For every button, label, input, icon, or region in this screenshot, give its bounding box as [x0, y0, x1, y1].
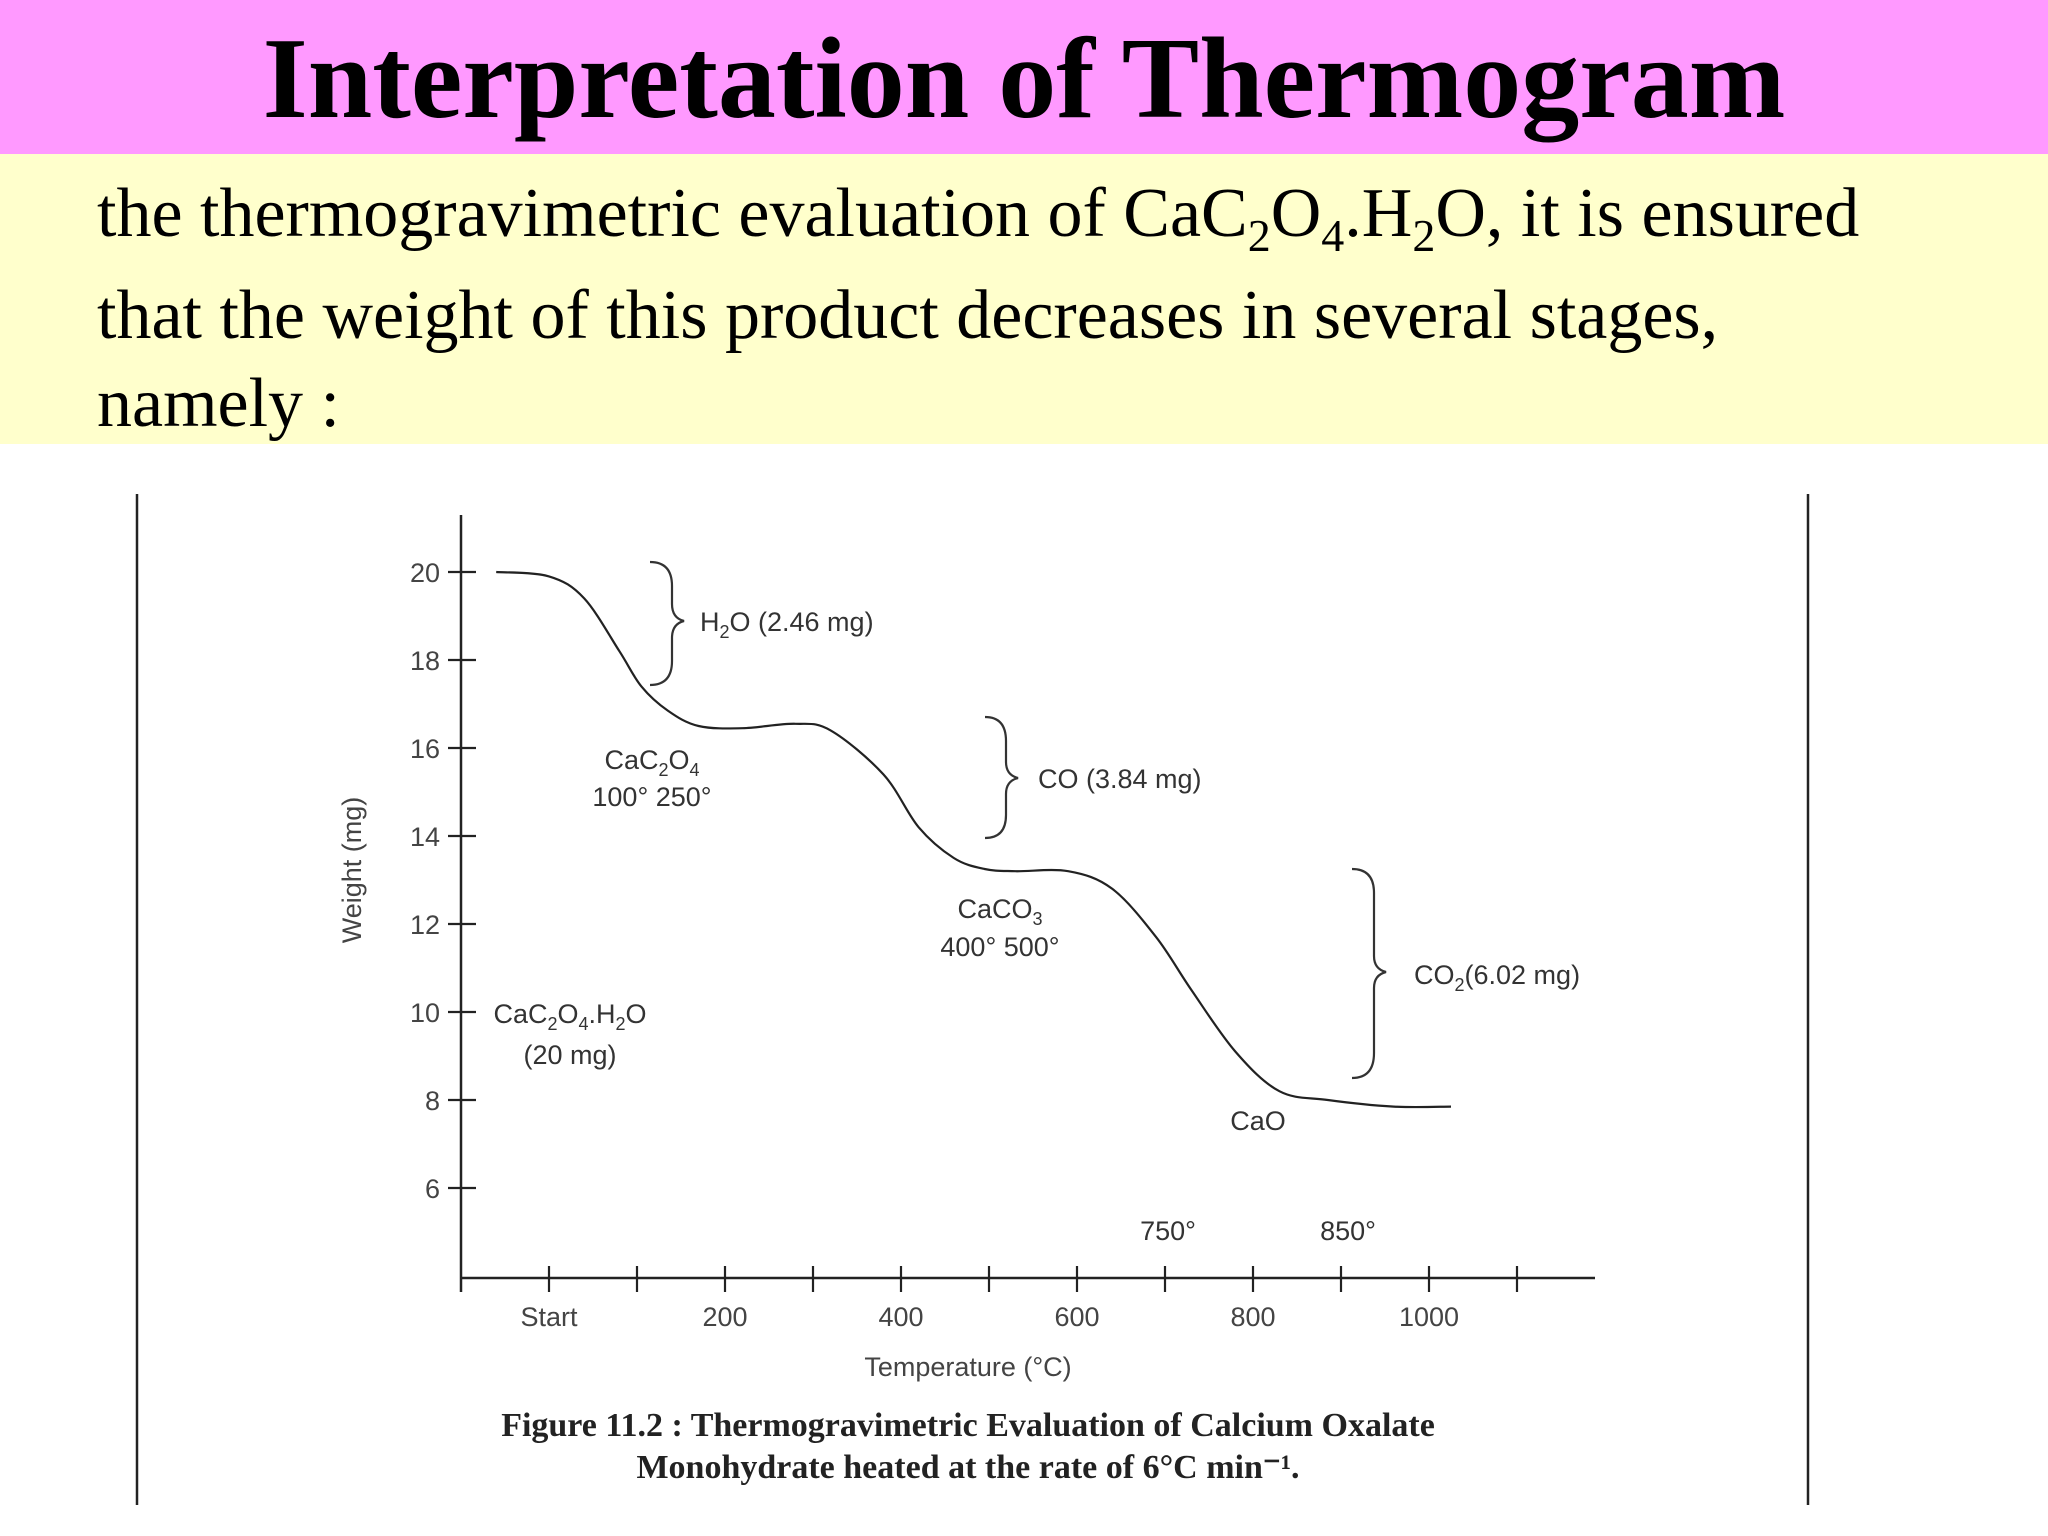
y-axis-label: Weight (mg) — [337, 797, 367, 944]
figure-caption-line-2: Monohydrate heated at the rate of 6°C mi… — [636, 1449, 1299, 1486]
temp-850-label: 850° — [1320, 1216, 1376, 1246]
caco3-temp-range: 400° 500° — [940, 932, 1059, 962]
chart-axes — [459, 515, 1595, 1292]
intro-line-1-end: O, it is ensured — [1435, 175, 1860, 252]
intro-text-box — [0, 154, 2048, 444]
x-tick-label: 200 — [702, 1302, 747, 1332]
intro-line-2: that the weight of this product decrease… — [97, 277, 1719, 354]
formula-subscript: 2 — [1412, 210, 1436, 261]
y-tick-label: 20 — [410, 558, 440, 588]
cao-label: CaO — [1230, 1106, 1286, 1136]
formula-part: .H — [1344, 175, 1413, 252]
intro-formula: CaC2O4.H2 — [1123, 175, 1435, 259]
y-tick-label: 8 — [425, 1086, 440, 1116]
co-brace — [984, 715, 1019, 840]
y-tick-label: 6 — [425, 1174, 440, 1204]
co-loss-label: CO (3.84 mg) — [1038, 764, 1202, 794]
temp-750-label: 750° — [1140, 1216, 1196, 1246]
x-tick-label: 600 — [1054, 1302, 1099, 1332]
y-tick-label: 14 — [410, 822, 440, 852]
intro-line-3: namely : — [97, 365, 340, 442]
y-axis-ticks: 6 8 10 12 14 16 18 20 — [410, 558, 476, 1204]
figure-caption-line-1: Figure 11.2 : Thermogravimetric Evaluati… — [501, 1407, 1435, 1444]
x-axis-label: Temperature (°C) — [864, 1352, 1071, 1382]
cac2o4-label: CaC2O4 — [604, 745, 699, 780]
caco3-label: CaCO3 — [957, 894, 1042, 929]
y-tick-label: 18 — [410, 646, 440, 676]
formula-subscript: 4 — [1321, 210, 1345, 261]
co2-loss-label: CO2(6.02 mg) — [1414, 960, 1580, 995]
y-tick-label: 10 — [410, 998, 440, 1028]
slide-title: Interpretation of Thermogram — [262, 15, 1786, 143]
h2o-brace — [649, 560, 685, 687]
formula-part: CaC — [1123, 175, 1248, 252]
h2o-loss-label: H2O (2.46 mg) — [700, 607, 874, 642]
monohydrate-label: CaC2O4.H2O — [493, 999, 646, 1034]
formula-subscript: 2 — [1247, 210, 1271, 261]
co2-brace — [1351, 867, 1387, 1080]
intro-line-1: the thermogravimetric evaluation of CaC2… — [97, 172, 1860, 259]
x-tick-label: 400 — [878, 1302, 923, 1332]
weight-curve — [496, 570, 1452, 1109]
formula-part: O — [1270, 175, 1322, 252]
x-axis-ticks: Start 200 400 600 800 1000 — [520, 1266, 1519, 1332]
y-tick-label: 16 — [410, 734, 440, 764]
y-tick-label: 12 — [410, 910, 440, 940]
monohydrate-mass: (20 mg) — [523, 1040, 616, 1070]
x-tick-label: 800 — [1230, 1302, 1275, 1332]
x-tick-label: Start — [520, 1302, 578, 1332]
x-tick-label: 1000 — [1399, 1302, 1459, 1332]
intro-line-1-start: the thermogravimetric evaluation of — [97, 175, 1124, 252]
title-band — [0, 0, 2048, 154]
cac2o4-temp-range: 100° 250° — [592, 782, 711, 812]
